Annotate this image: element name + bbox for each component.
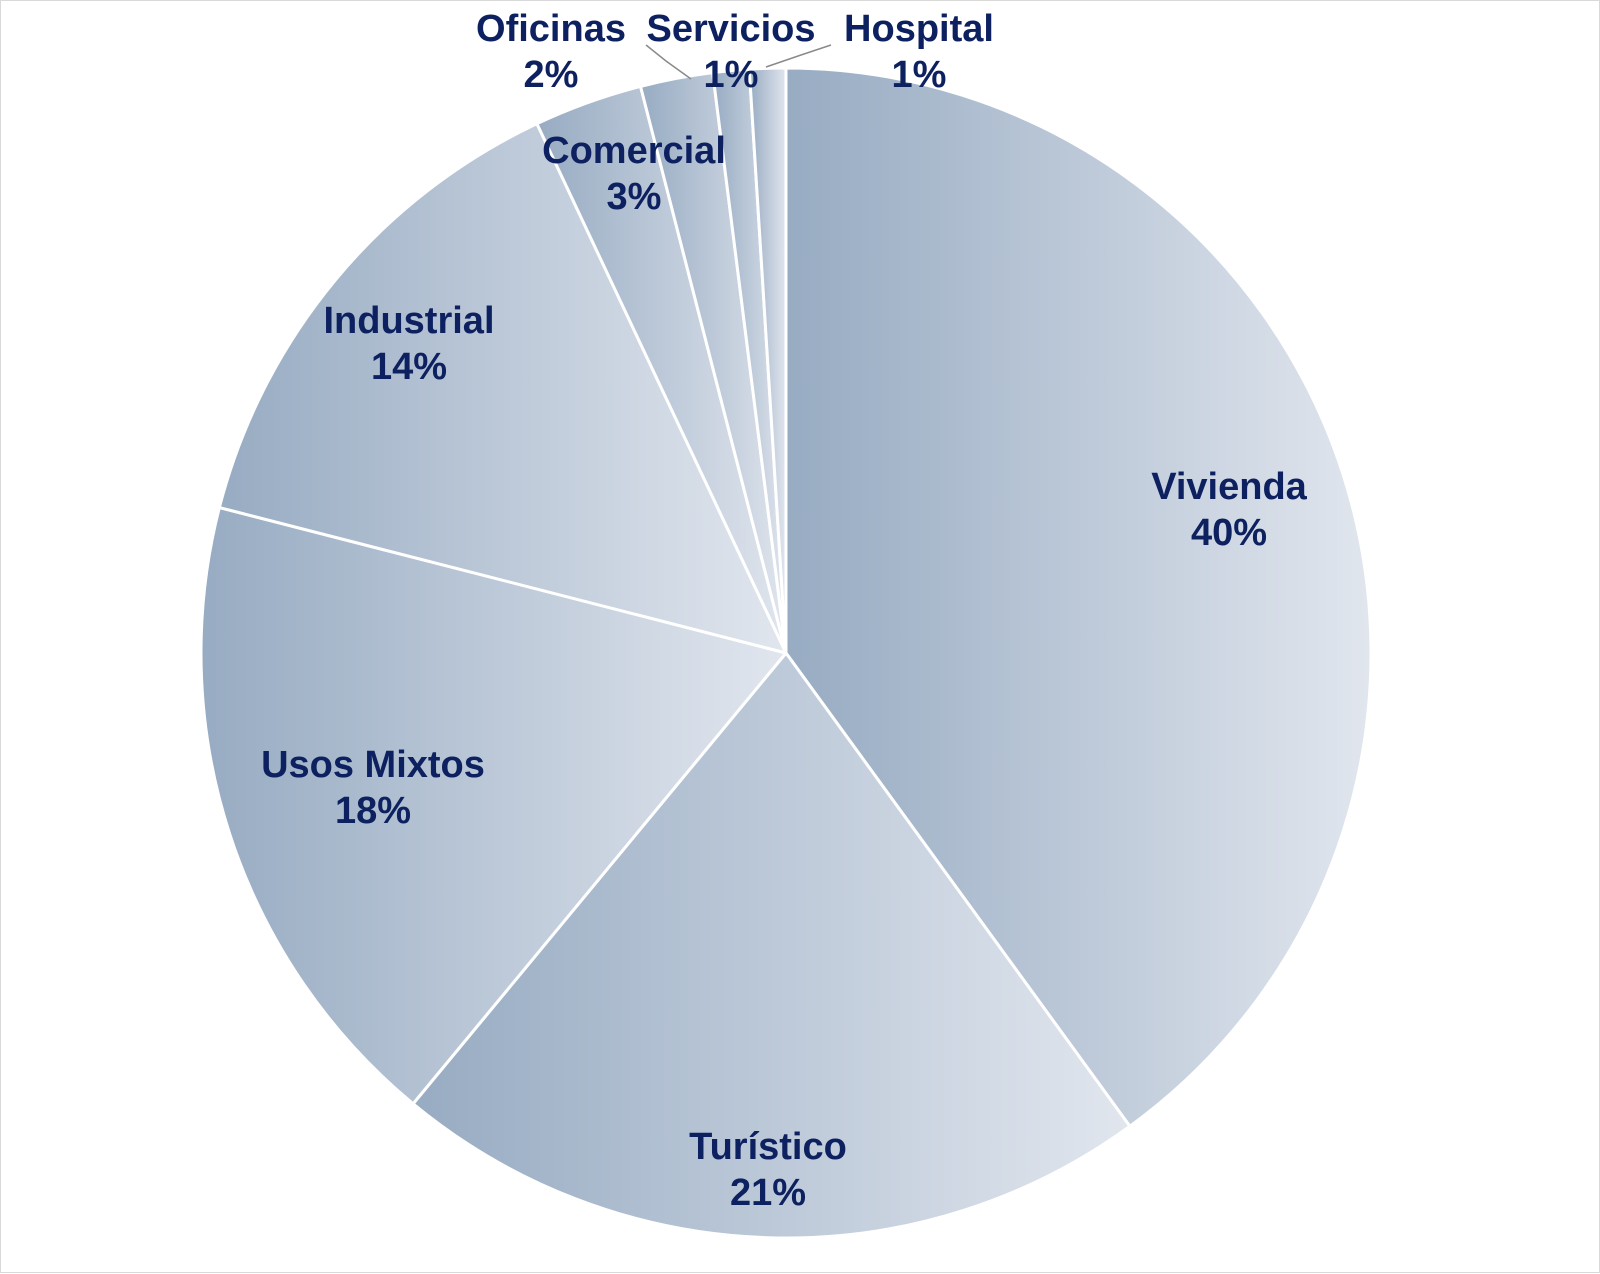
pie-slice-vivienda — [784, 66, 1373, 1128]
slice-percent: 2% — [524, 54, 579, 96]
slice-label-servicios: Servicios 1% — [647, 8, 816, 96]
slice-name: Hospital — [844, 8, 994, 50]
slice-label-usos-mixtos: Usos Mixtos 18% — [261, 744, 485, 832]
pie-labels: Vivienda 40% Turístico 21% Usos Mixtos 18% Ind… — [261, 8, 1308, 1214]
slice-name: Industrial — [323, 300, 494, 342]
slice-name: Vivienda — [1151, 466, 1307, 508]
slice-percent: 21% — [730, 1172, 806, 1214]
slice-percent: 40% — [1191, 512, 1267, 554]
slice-name: Usos Mixtos — [261, 744, 485, 786]
pie-slices — [199, 66, 1373, 1240]
slice-name: Servicios — [647, 8, 816, 50]
pie-slice-usos-mixtos — [199, 506, 788, 1106]
slice-name: Turístico — [689, 1126, 847, 1168]
leader-lines — [645, 44, 832, 80]
slice-label-comercial: Comercial 3% — [542, 130, 726, 218]
slice-percent: 1% — [704, 54, 759, 96]
slice-label-industrial: Industrial 14% — [323, 300, 494, 388]
leader-line-servicios — [645, 44, 692, 80]
pie-slice-industrial — [217, 122, 788, 655]
slice-percent: 18% — [335, 790, 411, 832]
slice-label-vivienda: Vivienda 40% — [1151, 466, 1307, 554]
leader-line-hospital — [765, 44, 832, 68]
slice-percent: 3% — [607, 176, 662, 218]
slice-name: Oficinas — [476, 8, 626, 50]
slice-percent: 1% — [892, 54, 947, 96]
slice-label-oficinas: Oficinas 2% — [476, 8, 626, 96]
slice-label-turistico: Turístico 21% — [689, 1126, 847, 1214]
slice-label-hospital: Hospital 1% — [844, 8, 994, 96]
pie-slice-turistico — [411, 651, 1132, 1240]
slice-name: Comercial — [542, 130, 726, 172]
pie-slice-hospital — [747, 66, 788, 655]
slice-percent: 14% — [371, 346, 447, 388]
